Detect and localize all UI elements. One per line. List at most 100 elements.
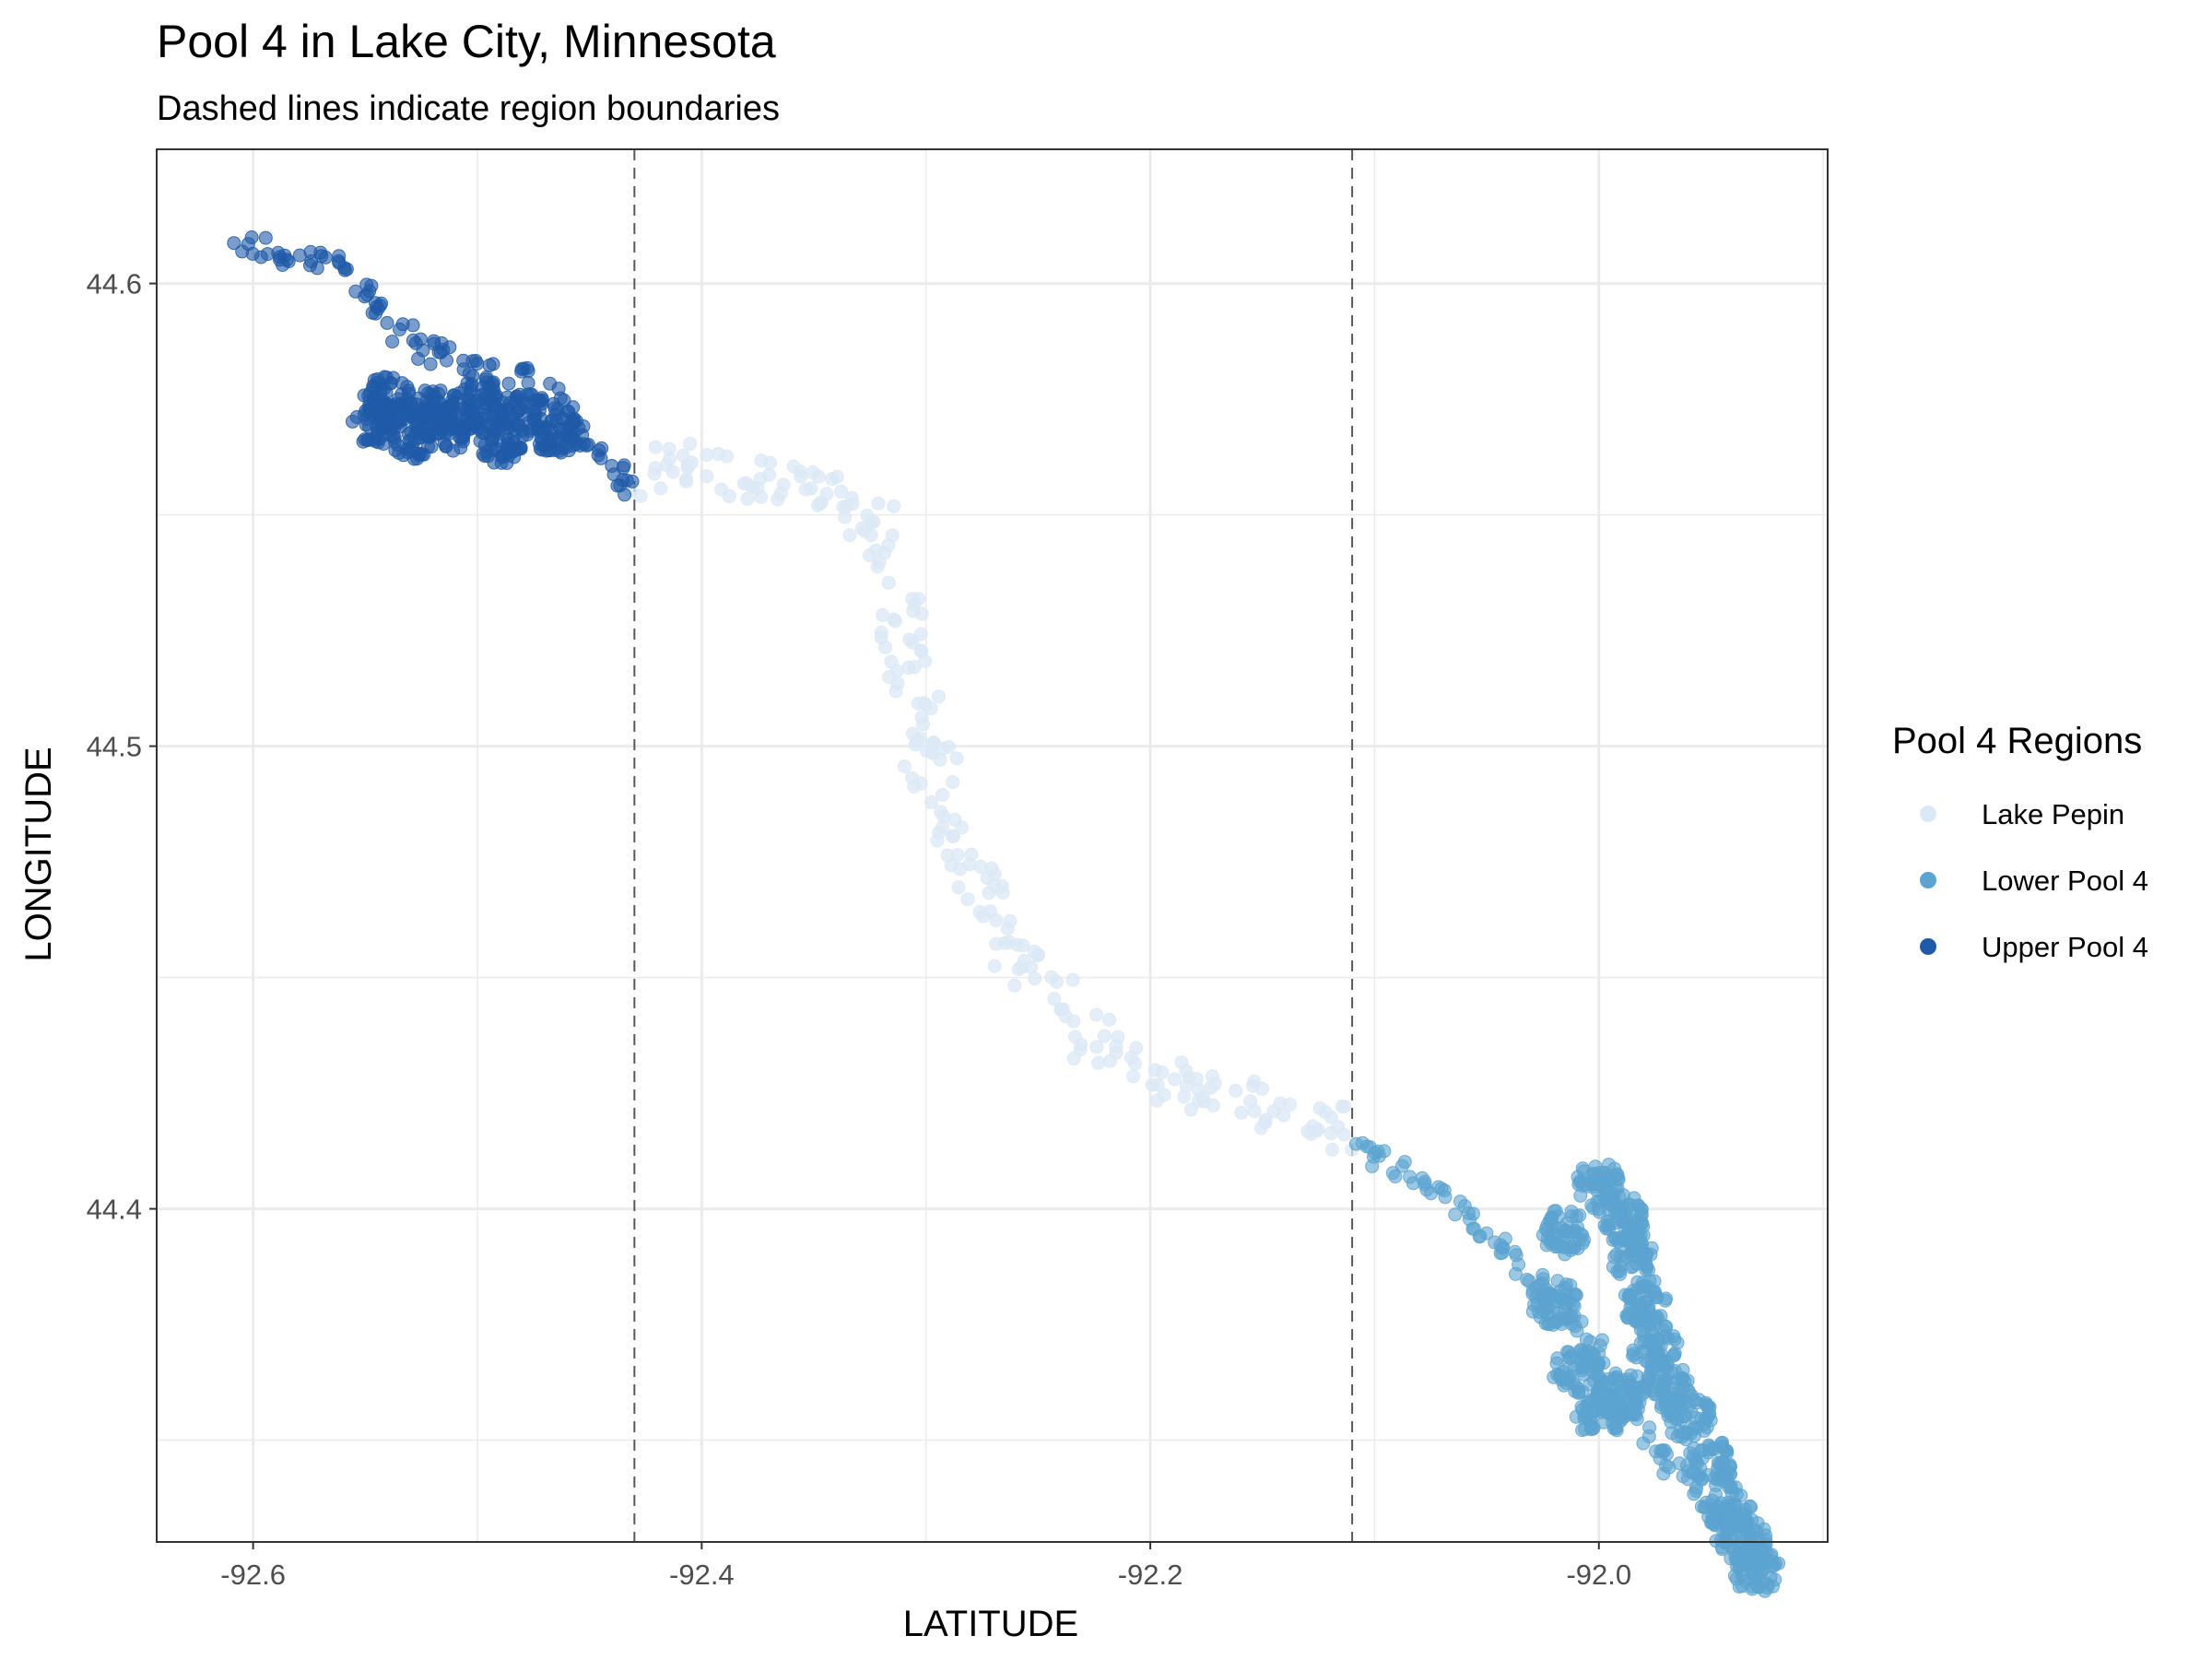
data-point [811,469,826,484]
data-point [1509,1266,1523,1281]
data-point [924,701,938,715]
data-point [860,508,875,523]
data-point [684,455,699,470]
data-point [465,377,479,392]
data-point [1461,1206,1476,1220]
data-point [1195,1090,1210,1105]
data-point [1495,1241,1510,1255]
data-point [1563,1351,1578,1366]
data-point [511,442,525,456]
series-lower-pool-4 [1348,1135,1786,1598]
data-point [1388,1169,1403,1183]
data-point [722,488,736,503]
data-point [512,387,527,402]
legend-label: Lower Pool 4 [1982,865,2148,897]
data-point [1102,1013,1117,1027]
data-point [1431,1180,1446,1194]
y-tick-label: 44.5 [87,731,142,763]
data-point [1473,1229,1488,1243]
data-point [913,776,928,791]
data-point [1570,1324,1584,1338]
data-point [902,632,917,647]
y-axis-title: LONGITUDE [18,747,59,961]
data-point [653,481,668,496]
data-point [501,376,516,391]
data-point [1066,1051,1081,1065]
data-point [932,825,947,840]
data-point [951,880,966,895]
data-point [925,746,940,760]
data-point [887,499,901,513]
data-point [874,630,888,645]
data-point [942,739,956,754]
data-point [418,383,432,398]
data-point [1311,1123,1325,1136]
data-point [1089,1007,1104,1022]
data-point [569,434,583,449]
data-point [556,431,571,445]
data-point [1645,1326,1660,1341]
data-point [1607,1161,1622,1176]
data-point [1691,1470,1706,1485]
data-point [1553,1369,1568,1383]
data-point [679,472,693,487]
data-point [1659,1291,1673,1306]
data-point [953,862,968,877]
data-point [882,670,897,685]
data-point [907,660,922,675]
data-point [1014,959,1029,974]
data-point [1614,1240,1629,1253]
data-point [648,461,663,476]
data-point [244,230,259,244]
data-point [665,465,680,479]
data-point [1155,1065,1170,1079]
data-point [1365,1159,1380,1173]
data-point [1666,1329,1681,1344]
data-point [1648,1341,1663,1356]
data-point [1606,1421,1621,1436]
data-point [1676,1426,1690,1440]
data-point [1167,1072,1182,1087]
data-point [1634,1207,1649,1222]
data-point [385,335,400,349]
data-point [457,427,471,441]
data-point [830,469,844,484]
data-point [1626,1343,1641,1358]
data-point [932,689,946,704]
data-point [935,787,950,802]
data-point [794,469,808,484]
x-tick-label: -92.2 [1118,1559,1183,1591]
data-point [1641,1429,1656,1443]
data-point [531,394,546,409]
data-point [476,447,490,462]
legend-key [1920,806,1936,822]
data-point [383,376,398,391]
data-point [763,455,777,470]
data-point [281,254,296,269]
data-point [905,726,920,741]
data-point [989,936,1004,951]
legend-label: Lake Pepin [1982,798,2124,830]
data-point [911,696,925,711]
data-point [976,909,991,924]
data-point [863,548,877,562]
data-point [423,357,438,371]
data-point [648,440,663,454]
data-point [1767,1559,1782,1573]
data-point [662,441,677,456]
data-point [358,432,372,447]
data-point [1575,1363,1589,1378]
data-point [1552,1230,1567,1244]
data-points [227,230,1786,1598]
data-point [1074,1037,1088,1052]
data-point [410,452,425,466]
data-point [1258,1112,1273,1127]
data-point [845,497,860,512]
data-point [245,246,260,261]
data-point [1670,1412,1685,1427]
data-point [1234,1105,1249,1120]
chart-subtitle: Dashed lines indicate region boundaries [157,89,780,128]
data-point [989,912,1003,927]
data-point [964,847,979,862]
